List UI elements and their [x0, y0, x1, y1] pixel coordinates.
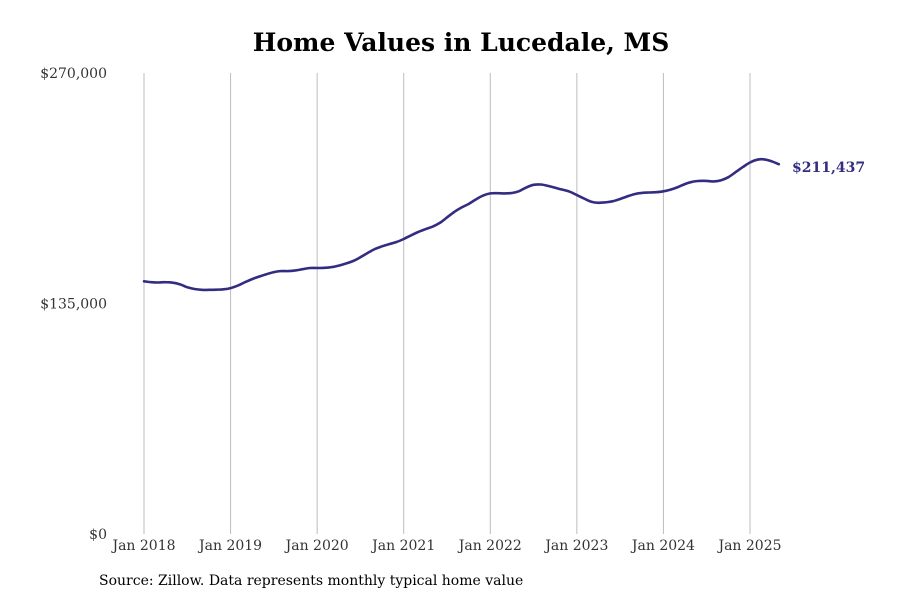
y-tick-label: $0 — [89, 527, 107, 543]
grid-lines — [143, 73, 751, 534]
x-axis-ticks: Jan 2018 Jan 2019 Jan 2020 Jan 2021 Jan 2022… — [110, 538, 781, 554]
y-axis-ticks: $270,000 $135,000 $0 — [40, 66, 107, 543]
x-tick-label: Jan 2022 — [457, 538, 522, 554]
x-tick-label: Jan 2019 — [197, 538, 262, 554]
x-tick-label: Jan 2023 — [543, 538, 608, 554]
y-tick-label: $270,000 — [40, 66, 107, 82]
x-tick-label: Jan 2020 — [284, 538, 349, 554]
x-tick-label: Jan 2024 — [630, 538, 695, 554]
series-group — [142, 157, 781, 292]
x-tick-label: Jan 2025 — [716, 538, 781, 554]
end-label-group: $211,437 — [792, 160, 865, 176]
series-line — [142, 157, 781, 292]
chart-title: Home Values in Lucedale, MS — [252, 28, 670, 57]
y-tick-label: $135,000 — [40, 297, 107, 313]
x-tick-label: Jan 2018 — [110, 538, 175, 554]
source-note: Source: Zillow. Data represents monthly … — [99, 573, 524, 589]
x-tick-label: Jan 2021 — [370, 538, 435, 554]
end-value-label: $211,437 — [792, 160, 865, 176]
